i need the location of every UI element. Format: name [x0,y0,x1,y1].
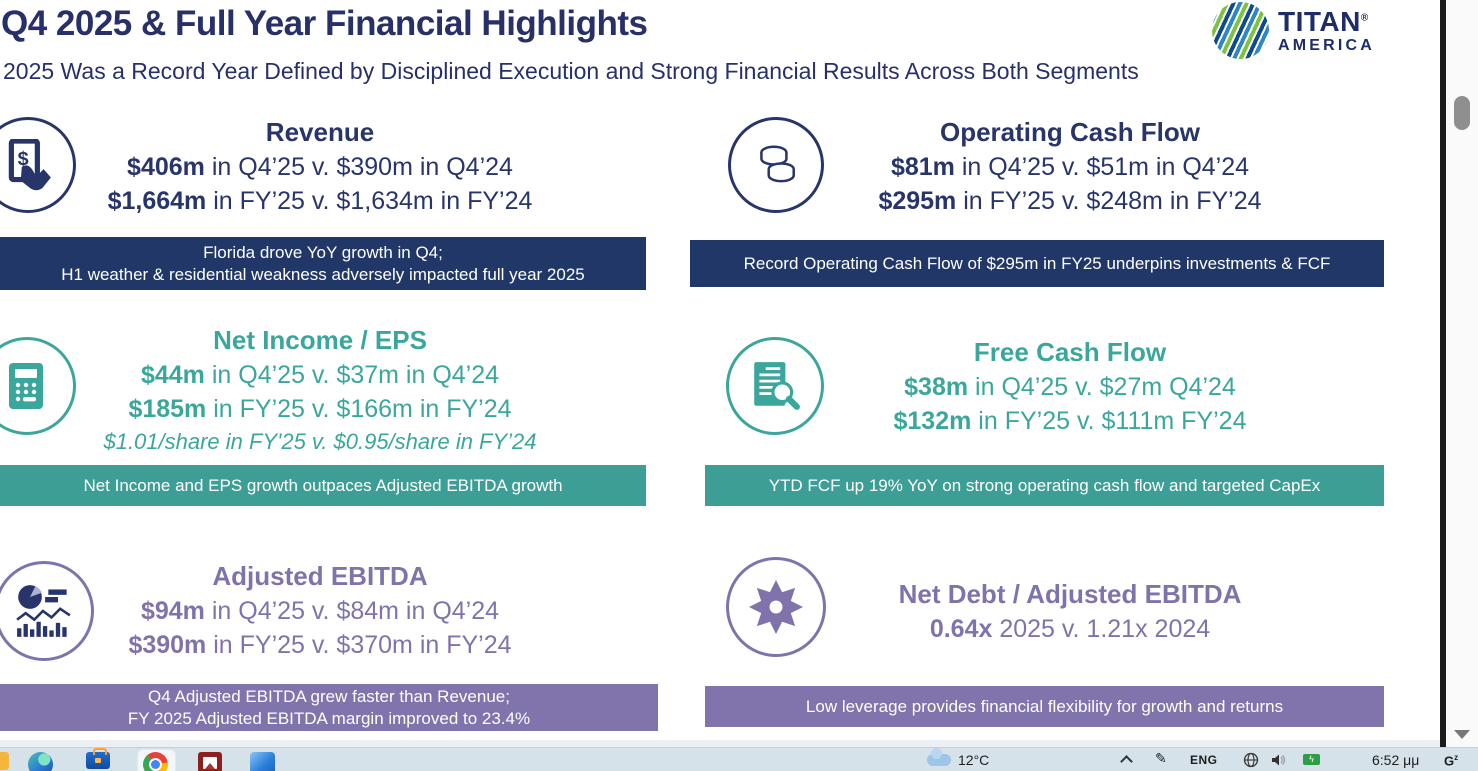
net-debt-circle [726,557,826,657]
scrollbar-down-button[interactable] [1454,730,1470,739]
edge-icon[interactable] [28,752,53,771]
battery-charging-icon[interactable]: ϟ [1303,754,1320,765]
clock[interactable]: 6:52 μμ [1372,752,1420,768]
pen-icon[interactable]: ✎ [1155,750,1167,766]
banner-operating-cash-flow: Record Operating Cash Flow of $295m in F… [690,240,1384,287]
metric-fy-line: $185m in FY’25 v. $166m in FY’24 [128,395,512,423]
taskbar: 12°C ✎ ENG ϟ 6:52 μμ Gz [0,747,1478,771]
titan-america-logo: TITAN® AMERICA [1212,2,1375,59]
metric-q4-line: $44m in Q4’25 v. $37m in Q4’24 [140,361,500,389]
charts-icon [16,585,71,637]
banner-adjusted-ebitda: Q4 Adjusted EBITDA grew faster than Reve… [0,684,658,731]
metric-eps-line: $1.01/share in FY'25 v. $0.95/share in F… [103,429,537,454]
window-border [1440,0,1446,747]
metric-q4-line: $94m in Q4’25 v. $84m in Q4’24 [140,597,500,625]
metric-ratio-line: 0.64x 2025 v. 1.21x 2024 [929,615,1211,643]
banner-net-income: Net Income and EPS growth outpaces Adjus… [0,465,646,506]
language-indicator[interactable]: ENG [1190,753,1218,767]
banner-free-cash-flow: YTD FCF up 19% YoY on strong operating c… [705,465,1384,506]
scrollbar[interactable] [1446,0,1478,747]
metric-fy-line: $295m in FY’25 v. $248m in FY’24 [878,187,1262,215]
briefcase-app-icon[interactable] [86,748,110,769]
weather-cloud-icon[interactable] [927,748,951,766]
banner-revenue: Florida drove YoY growth in Q4; H1 weath… [0,237,646,290]
metric-title-net-income: Net Income / EPS [213,325,427,355]
banner-net-debt: Low leverage provides financial flexibil… [705,686,1384,727]
operating-cash-flow-circle [728,117,824,213]
chrome-icon[interactable] [143,752,168,771]
file-explorer-icon[interactable] [0,752,9,770]
tray-extra-icon[interactable]: Gz [1444,753,1459,769]
logo-sub: AMERICA [1278,36,1376,54]
calculator-icon [9,363,43,409]
window-bottom-strip [0,740,1440,747]
presentation-slide: Q4 2025 & Full Year Financial Highlights… [0,2,1384,731]
page-subtitle: 2025 Was a Record Year Defined by Discip… [3,58,1139,84]
weather-temperature[interactable]: 12°C [958,752,990,768]
adjusted-ebitda-circle [0,561,94,661]
volume-icon[interactable] [1270,752,1286,771]
metric-title-revenue: Revenue [265,117,375,147]
titan-globe-icon [1212,2,1269,59]
metric-fy-line: $390m in FY’25 v. $370m in FY’24 [128,631,512,659]
free-cash-flow-circle [726,337,824,435]
blue-app-icon[interactable] [250,752,275,771]
logo-brand: TITAN® [1278,5,1369,37]
svg-text:$: $ [18,148,29,170]
revenue-circle: $ [0,117,76,213]
net-income-circle [0,337,76,435]
metric-title-free-cash-flow: Free Cash Flow [973,337,1167,367]
red-media-app-icon[interactable] [198,752,222,771]
metric-fy-line: $132m in FY’25 v. $111m FY’24 [893,407,1247,435]
page-title: Q4 2025 & Full Year Financial Highlights [1,4,648,43]
metric-q4-line: $406m in Q4’25 v. $390m in Q4’24 [127,153,513,181]
hidden-icons-chevron[interactable] [1120,755,1133,768]
metric-q4-line: $81m in Q4’25 v. $51m in Q4’24 [890,153,1250,181]
money-hand-icon: $ [8,139,51,191]
coins-icon [760,145,795,183]
metric-title-net-debt: Net Debt / Adjusted EBITDA [898,579,1242,609]
metric-title-adjusted-ebitda: Adjusted EBITDA [212,561,428,591]
metric-q4-line: $38m in Q4’25 v. $27m Q4’24 [904,373,1236,401]
document-magnifier-icon [754,362,800,410]
hub-arrows-icon [749,580,803,634]
network-icon[interactable] [1243,752,1259,771]
metric-title-operating-cash-flow: Operating Cash Flow [939,117,1201,147]
metric-fy-line: $1,664m in FY’25 v. $1,634m in FY’24 [107,187,533,215]
scrollbar-thumb[interactable] [1454,96,1470,130]
